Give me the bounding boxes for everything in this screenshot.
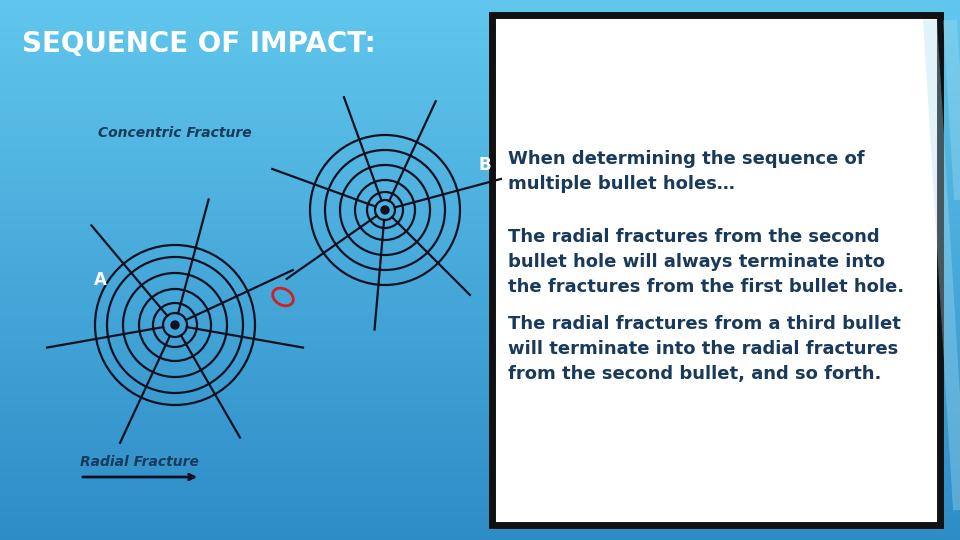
Circle shape	[171, 321, 179, 329]
Text: Concentric Fracture: Concentric Fracture	[98, 126, 252, 140]
Text: When determining the sequence of
multiple bullet holes…: When determining the sequence of multipl…	[508, 150, 865, 193]
Text: B: B	[479, 156, 492, 174]
Text: The radial fractures from a third bullet
will terminate into the radial fracture: The radial fractures from a third bullet…	[508, 315, 900, 383]
Text: The radial fractures from the second
bullet hole will always terminate into
the : The radial fractures from the second bul…	[508, 228, 904, 296]
FancyBboxPatch shape	[492, 15, 940, 525]
Text: Radial Fracture: Radial Fracture	[80, 455, 199, 469]
Circle shape	[381, 206, 389, 214]
Text: A: A	[93, 271, 107, 289]
Text: SEQUENCE OF IMPACT:: SEQUENCE OF IMPACT:	[22, 30, 375, 58]
